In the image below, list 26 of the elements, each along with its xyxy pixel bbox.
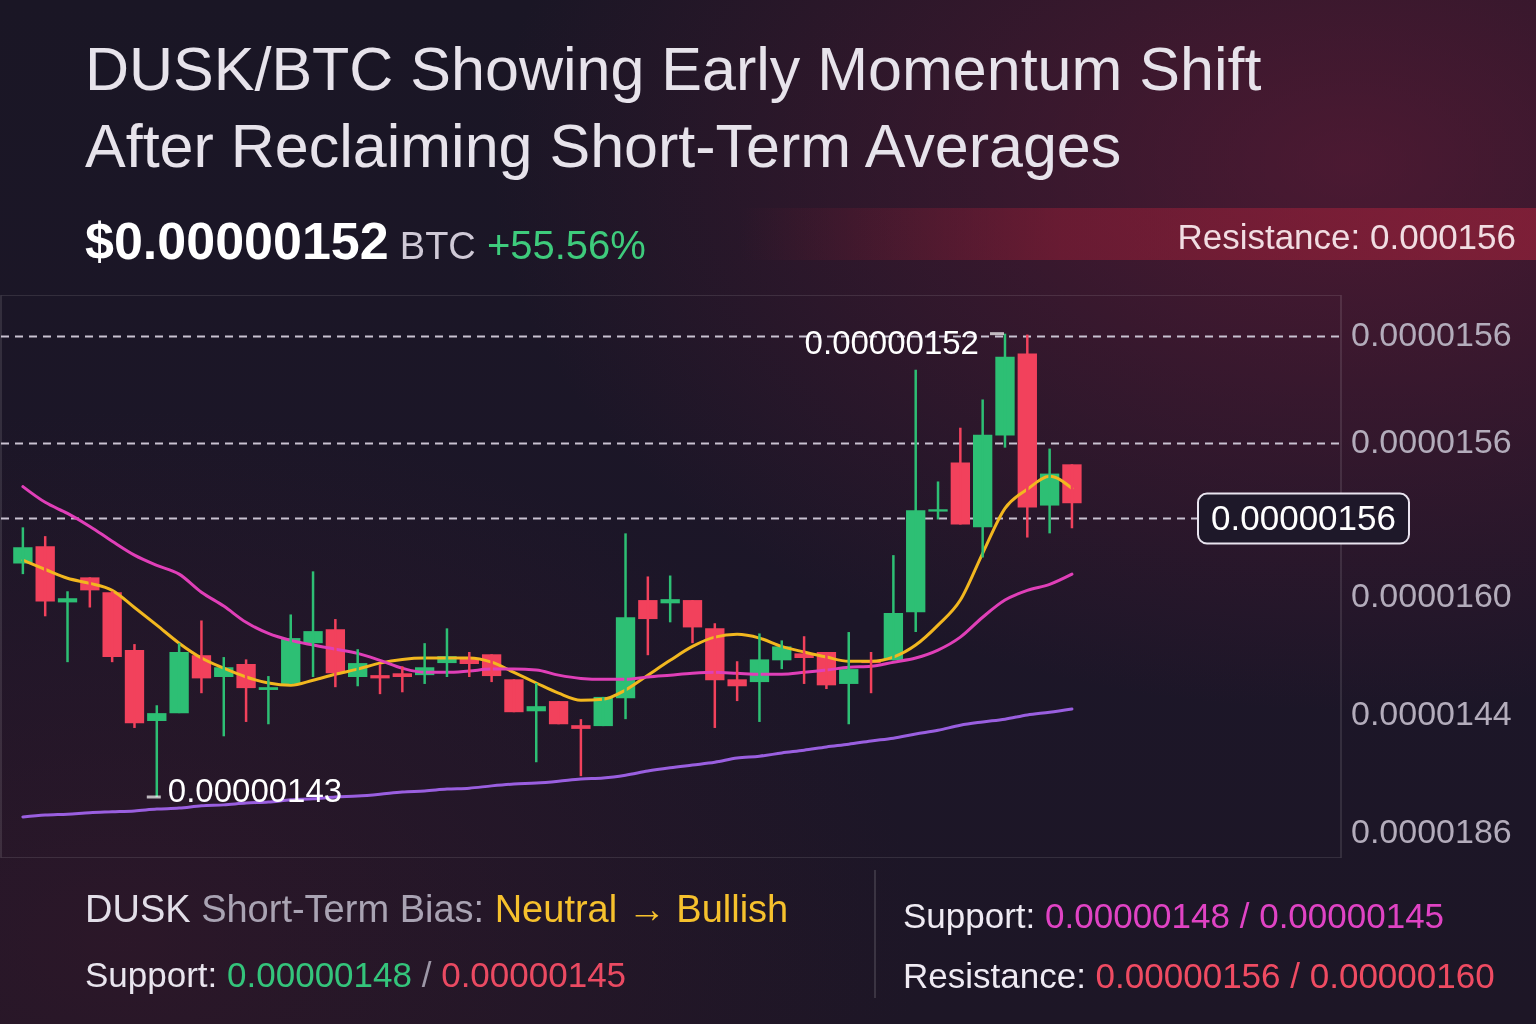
chart-subtitle: $0.00000152 BTC +55.56% <box>85 212 646 270</box>
candlestick <box>995 332 1015 449</box>
chart-title: DUSK/BTC Showing Early Momentum Shift After Reclaiming Short-Term Averages <box>85 34 1263 182</box>
text: Resistance: 0.000156 <box>1177 217 1516 256</box>
text: Support: 0.00000148 / 0.00000145 <box>85 955 627 994</box>
text: 0.0000160 <box>1351 576 1512 614</box>
text: 0.0000144 <box>1351 694 1512 732</box>
text: 0.0000186 <box>1351 812 1512 850</box>
candlestick <box>303 570 323 679</box>
candlestick <box>928 480 948 521</box>
candlestick <box>548 699 569 726</box>
text: Resistance: 0.00000156 / 0.00000160 <box>903 956 1495 995</box>
text: DUSK Short-Term Bias: Neutral → Bullish <box>85 888 789 930</box>
text: 0.0000156 <box>1351 422 1512 460</box>
candlestick <box>727 659 747 703</box>
text: 0.0000156 <box>1351 315 1512 353</box>
candlestick <box>593 695 613 728</box>
candlestick <box>169 641 189 715</box>
annotation: 0.00000152 <box>804 323 979 361</box>
candlestick <box>102 590 122 664</box>
candlestick <box>571 717 591 778</box>
annotation: 0.00000143 <box>167 772 343 809</box>
candlestick <box>504 678 524 714</box>
candlestick <box>638 575 658 657</box>
text: Support: 0.00000148 / 0.00000145 <box>903 896 1445 935</box>
text: 0.00000156 <box>1211 497 1396 537</box>
